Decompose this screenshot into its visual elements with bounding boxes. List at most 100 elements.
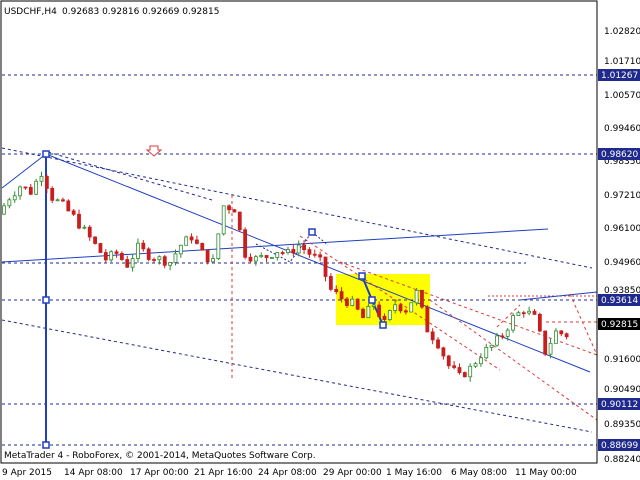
svg-text:17 Apr 00:00: 17 Apr 00:00 [130,468,189,478]
candle-body [393,304,398,311]
svg-text:6 May 08:00: 6 May 08:00 [451,468,507,478]
candle-body [168,262,173,266]
candle-body [479,357,483,365]
candle-body [152,259,156,261]
svg-text:0.94960: 0.94960 [604,258,640,268]
candle-body [452,365,457,368]
candle-body [125,259,130,268]
trend-channels [1,147,593,433]
candle-body [436,339,440,349]
svg-text:9 Apr 2015: 9 Apr 2015 [2,468,52,478]
svg-text:1.01710: 1.01710 [604,57,640,67]
svg-text:11 May 00:00: 11 May 00:00 [515,468,577,478]
candle-body [387,310,392,320]
wave-markup [255,231,329,263]
svg-text:0.90112: 0.90112 [601,400,638,410]
candle-body [457,367,462,373]
svg-text:1.01267: 1.01267 [601,71,638,81]
candle-body [489,344,494,348]
candle-body [328,276,333,290]
candle-body [468,365,473,378]
candle-body [119,253,124,260]
candle-body [291,249,296,254]
symbol-label: USDCHF,H4 [4,7,57,17]
candle-body [178,244,183,255]
svg-text:24 Apr 08:00: 24 Apr 08:00 [258,468,317,478]
svg-text:0.88699: 0.88699 [601,441,638,451]
candle-body [377,304,381,317]
svg-text:0.98350: 0.98350 [604,157,640,167]
candle-body [505,329,510,337]
candle-body [200,243,205,251]
price-scale: 1.02820 1.01710 1.00570 0.99460 0.98350 … [604,27,640,465]
svg-text:29 Apr 00:00: 29 Apr 00:00 [323,468,382,478]
candle-body [516,312,521,316]
svg-text:0.97210: 0.97210 [604,191,640,201]
candle-body [184,236,189,246]
candle-body [2,205,6,215]
candle-body [232,209,237,213]
candle-body [511,315,515,331]
time-axis: 9 Apr 2015 14 Apr 08:00 17 Apr 00:00 21 … [2,468,577,478]
candle-body [564,333,569,338]
candle-body [141,242,146,250]
candle-body [382,315,387,320]
svg-text:0.93614: 0.93614 [601,296,638,306]
candle-body [280,252,285,254]
candle-body [243,229,248,258]
candle-body [173,253,178,263]
candle-body [302,244,306,251]
candle-body [350,298,355,306]
candle-body [248,256,253,262]
candle-body [398,304,403,312]
svg-text:0.89350: 0.89350 [604,420,640,430]
candle-body [409,302,414,313]
candle-body [162,256,167,266]
candle-body [18,186,22,197]
candle-body [264,255,269,259]
candle-body [114,251,119,254]
copyright-text: MetaTrader 4 - RoboForex, © 2001-2014, M… [4,451,316,461]
candle-body [286,249,290,254]
forecast-lines [231,195,598,421]
candle-body [93,236,97,244]
candle-body [559,330,564,335]
candle-body [12,195,17,201]
candle-body [484,347,489,359]
candle-body [473,363,478,367]
candle-body [253,256,258,262]
svg-text:14 Apr 08:00: 14 Apr 08:00 [64,468,123,478]
candle-body [259,255,264,258]
svg-text:0.91600: 0.91600 [604,355,640,365]
candle-body [221,205,226,235]
svg-text:1.02820: 1.02820 [604,27,640,37]
candle-body [527,310,532,314]
candle-body [521,312,526,315]
candle-body [7,199,12,207]
candle-body [339,291,344,300]
candle-body [98,243,103,253]
candle-body [82,226,87,229]
candle-body [537,314,542,332]
candle-body [366,306,371,319]
candle-body [237,211,242,231]
candle-body [548,342,553,355]
candle-body [87,226,92,238]
candle-body [430,331,435,341]
candle-body [275,252,280,258]
candle-body [50,187,55,201]
candle-body [403,310,408,313]
candle-body [495,335,499,346]
candle-body [205,249,210,263]
svg-text:0.96100: 0.96100 [604,224,640,234]
svg-text:21 Apr 16:00: 21 Apr 16:00 [194,468,253,478]
candle-body [77,213,81,229]
candle-body [227,205,231,211]
candle-body [441,347,446,357]
candle-body [323,256,328,277]
svg-text:0.99460: 0.99460 [604,124,640,134]
candle-body [420,289,424,308]
candle-body [61,199,65,202]
svg-text:1 May 16:00: 1 May 16:00 [386,468,442,478]
